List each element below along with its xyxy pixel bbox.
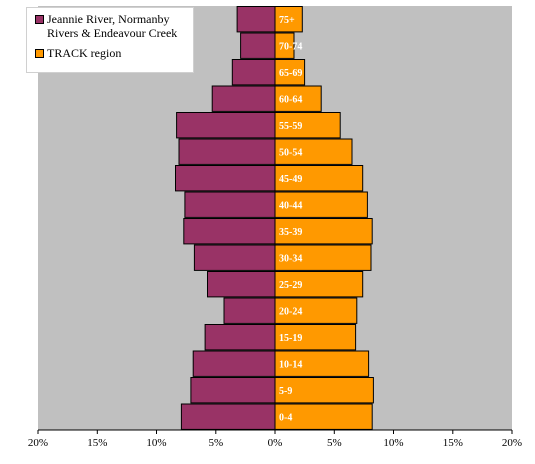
- x-tick-label: 10%: [383, 437, 403, 449]
- bar-series1-35-39: [183, 218, 276, 245]
- legend-swatch-series1: [35, 15, 44, 24]
- bar-series2-70-74: [274, 32, 295, 59]
- legend-label-series2: TRACK region: [47, 46, 122, 60]
- bar-series2-45-49: [274, 165, 364, 192]
- x-tick-label: 0%: [268, 437, 283, 449]
- category-label: 15-19: [279, 333, 302, 344]
- bar-series1-75+: [236, 6, 276, 33]
- bar-series2-25-29: [274, 271, 364, 298]
- category-label: 70-74: [279, 41, 302, 52]
- bar-series2-75+: [274, 6, 303, 33]
- category-label: 25-29: [279, 280, 302, 291]
- x-tick-label: 20%: [28, 437, 48, 449]
- bar-series2-35-39: [274, 218, 373, 245]
- bar-series2-5-9: [274, 377, 374, 404]
- bar-series1-65-69: [231, 59, 276, 86]
- bar-series2-0-4: [274, 403, 373, 430]
- x-tick-label: 5%: [327, 437, 342, 449]
- bar-series2-20-24: [274, 297, 358, 324]
- bar-series2-15-19: [274, 324, 357, 351]
- bar-series1-55-59: [176, 112, 276, 139]
- bar-series2-65-69: [274, 59, 306, 86]
- bar-series1-25-29: [207, 271, 276, 298]
- category-label: 75+: [279, 15, 295, 26]
- bars-group: [175, 6, 374, 430]
- bar-series1-5-9: [190, 377, 276, 404]
- category-label: 30-34: [279, 253, 302, 264]
- legend-label-series1-line1: Jeannie River, Normanby: [47, 12, 170, 26]
- x-tick-label: 15%: [443, 437, 463, 449]
- bar-series2-10-14: [274, 350, 370, 377]
- category-label: 45-49: [279, 174, 302, 185]
- bar-series1-10-14: [192, 350, 276, 377]
- bar-series1-70-74: [240, 32, 276, 59]
- bar-series1-0-4: [180, 403, 276, 430]
- category-label: 20-24: [279, 306, 302, 317]
- category-label: 5-9: [279, 386, 292, 397]
- bar-series1-30-34: [193, 244, 276, 271]
- bar-series2-50-54: [274, 138, 353, 165]
- bar-series1-50-54: [178, 138, 276, 165]
- x-tick-label: 15%: [87, 437, 107, 449]
- bar-series1-20-24: [223, 297, 276, 324]
- category-label: 10-14: [279, 359, 302, 370]
- bar-series2-55-59: [274, 112, 341, 139]
- category-label: 40-44: [279, 200, 302, 211]
- legend-label-series1-line2: Rivers & Endeavour Creek: [47, 26, 178, 40]
- bar-series2-30-34: [274, 244, 372, 271]
- legend-swatch-series2: [35, 49, 44, 58]
- category-label: 55-59: [279, 121, 302, 132]
- x-tick-label: 20%: [502, 437, 522, 449]
- legend: Jeannie River, Normanby Rivers & Endeavo…: [26, 7, 194, 73]
- bar-series1-40-44: [184, 191, 276, 218]
- bar-series1-15-19: [204, 324, 276, 351]
- x-axis-ticks: 20% 15% 10% 5% 0% 5% 10% 15% 20%: [28, 430, 522, 449]
- category-label: 65-69: [279, 68, 302, 79]
- category-label: 50-54: [279, 147, 302, 158]
- bar-series1-60-64: [211, 85, 276, 112]
- category-label: 35-39: [279, 227, 302, 238]
- x-tick-label: 5%: [208, 437, 223, 449]
- legend-label-series1: Jeannie River, Normanby Rivers & Endeavo…: [47, 12, 197, 40]
- category-label: 0-4: [279, 412, 292, 423]
- category-labels: 0-4 5-9 10-14 15-19 20-24 25-29 30-34 35-39 40-4…: [279, 15, 302, 423]
- bar-series1-45-49: [175, 165, 276, 192]
- bar-series2-60-64: [274, 85, 322, 112]
- bar-series2-40-44: [274, 191, 368, 218]
- x-tick-label: 10%: [146, 437, 166, 449]
- category-label: 60-64: [279, 94, 302, 105]
